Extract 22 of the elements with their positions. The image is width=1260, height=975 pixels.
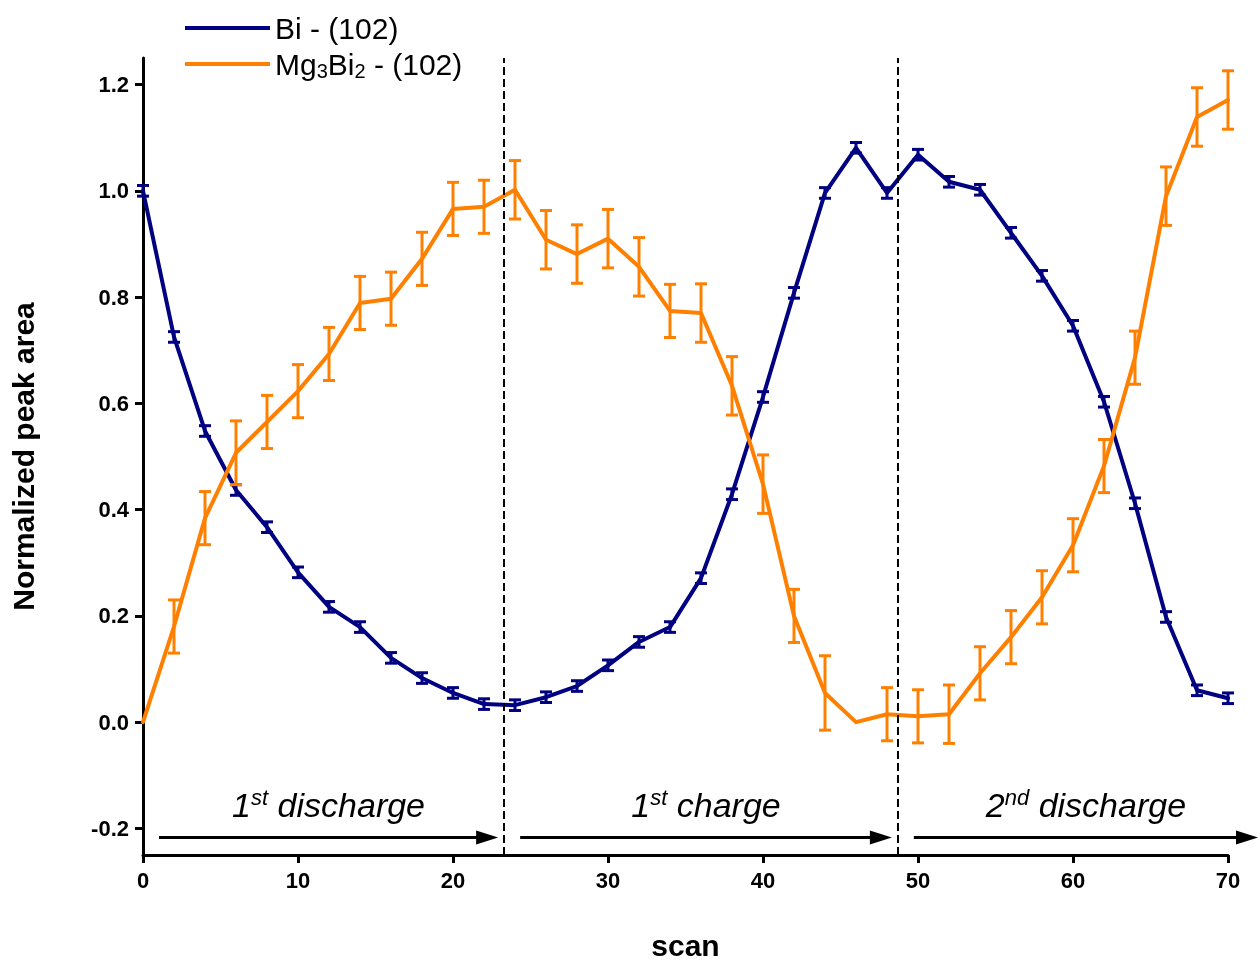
y-tick-label: 1.0 [98,178,129,204]
y-axis-title: Normalized peak area [6,301,40,611]
x-tick-label: 20 [440,867,466,893]
x-tick-label: 30 [595,867,621,893]
legend-label: Bi - (102) [275,11,399,45]
y-tick-label: 0.4 [98,497,130,523]
x-axis-title: scan [651,928,720,962]
x-tick-label: 50 [905,867,931,893]
x-tick-label: 10 [285,867,311,893]
y-tick-label: -0.2 [91,815,129,841]
y-tick-label: 0.2 [98,603,129,629]
x-tick-label: 60 [1060,867,1086,893]
y-tick-label: 1.2 [98,72,129,98]
x-tick-label: 70 [1215,867,1241,893]
x-tick-label: 40 [750,867,776,893]
y-tick-label: 0.0 [98,709,129,735]
annotation: 1$^{st}$ charge [631,784,781,825]
annotation: 2$^{nd}$ discharge [984,784,1187,825]
annotation: 1$^{st}$ discharge [232,784,426,825]
y-tick-label: 0.8 [98,284,129,310]
y-tick-label: 0.6 [98,390,129,416]
x-tick-label: 0 [136,867,150,893]
